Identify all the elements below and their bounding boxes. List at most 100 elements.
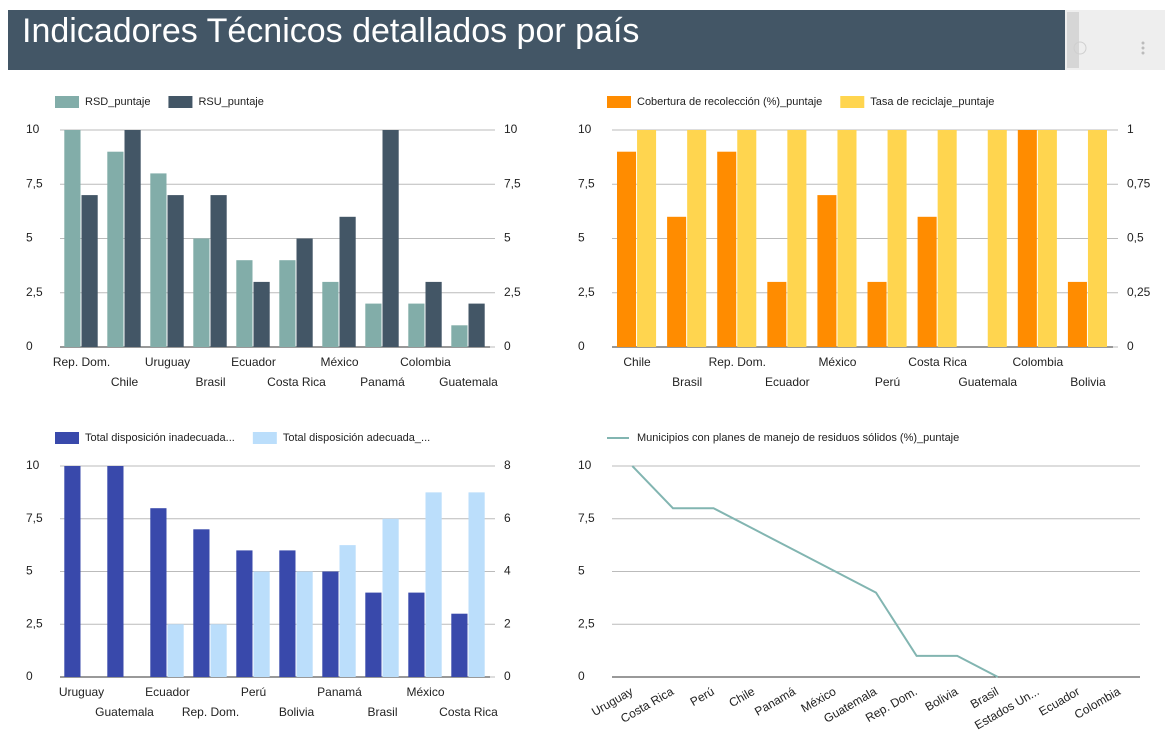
- x-tick-label: Brasil: [672, 375, 702, 389]
- page-title: Indicadores Técnicos detallados por país: [22, 12, 639, 50]
- y-tick-label: 7,5: [578, 176, 595, 190]
- y-tick-label: 10: [578, 122, 592, 136]
- bar: [253, 281, 270, 347]
- y2-tick-label: 0,5: [1127, 231, 1144, 245]
- menu-dot[interactable]: [1141, 41, 1145, 45]
- bar: [193, 238, 210, 347]
- legend-swatch: [168, 96, 193, 108]
- bar: [279, 260, 296, 347]
- bar: [64, 466, 81, 677]
- x-tick-label: Chile: [111, 375, 139, 389]
- y2-tick-label: 4: [504, 564, 511, 578]
- x-tick-label: Bolivia: [923, 684, 961, 714]
- bar: [667, 216, 687, 347]
- legend-swatch: [55, 432, 79, 444]
- bar: [296, 238, 313, 347]
- x-tick-label: Ecuador: [231, 355, 276, 369]
- menu-dot: [1141, 51, 1145, 55]
- y-tick-label: 10: [26, 458, 40, 472]
- bar: [1087, 130, 1107, 347]
- x-tick-label: Bolivia: [1070, 375, 1106, 389]
- x-tick-label: Bolivia: [279, 705, 315, 719]
- bar: [408, 303, 425, 347]
- bar: [687, 130, 707, 347]
- bar: [365, 303, 382, 347]
- x-tick-label: Guatemala: [95, 705, 154, 719]
- y2-tick-label: 0,25: [1127, 285, 1151, 299]
- y-tick-label: 10: [578, 458, 592, 472]
- bar: [887, 130, 907, 347]
- x-tick-label: México: [320, 355, 358, 369]
- legend-label: RSU_puntaje: [198, 96, 263, 108]
- bar: [167, 195, 184, 347]
- x-tick-label: Colombia: [400, 355, 451, 369]
- y-tick-label: 2,5: [578, 285, 595, 299]
- y2-tick-label: 10: [504, 122, 518, 136]
- y2-tick-label: 0: [504, 669, 511, 683]
- legend-swatch: [607, 96, 631, 108]
- bar: [107, 151, 124, 347]
- legend-swatch: [55, 96, 79, 108]
- bar: [210, 624, 227, 677]
- bar: [468, 492, 485, 677]
- bar: [408, 592, 425, 677]
- bar: [1037, 130, 1057, 347]
- bar: [937, 130, 957, 347]
- toolbar-edge: [1067, 12, 1079, 68]
- bar: [617, 151, 637, 347]
- y2-tick-label: 8: [504, 458, 511, 472]
- x-tick-label: Ecuador: [145, 685, 190, 699]
- x-tick-label: Uruguay: [59, 685, 104, 699]
- y-tick-label: 5: [26, 231, 33, 245]
- bar: [150, 173, 167, 347]
- x-tick-label: Brasil: [195, 375, 225, 389]
- bar: [124, 130, 141, 347]
- star-icon[interactable]: [1073, 41, 1087, 55]
- bar: [81, 195, 98, 347]
- bar: [193, 529, 210, 677]
- y2-tick-label: 6: [504, 511, 511, 525]
- y-tick-label: 2,5: [578, 616, 595, 630]
- y-tick-label: 0: [26, 669, 33, 683]
- bar: [365, 592, 382, 677]
- y2-tick-label: 5: [504, 231, 511, 245]
- x-tick-label: Panamá: [752, 684, 798, 719]
- x-tick-label: Ecuador: [765, 375, 810, 389]
- bar: [451, 613, 468, 677]
- toolbar: [1065, 10, 1165, 70]
- bar: [717, 151, 737, 347]
- x-tick-label: México: [406, 685, 444, 699]
- bar: [167, 624, 184, 677]
- y-tick-label: 10: [26, 122, 40, 136]
- y-tick-label: 7,5: [26, 511, 43, 525]
- x-tick-label: Costa Rica: [439, 705, 498, 719]
- x-tick-label: México: [818, 355, 856, 369]
- y2-tick-label: 2,5: [504, 285, 521, 299]
- bar: [150, 508, 167, 677]
- bar: [296, 571, 313, 677]
- x-tick-label: Guatemala: [439, 375, 498, 389]
- x-tick-label: Perú: [875, 375, 900, 389]
- y-tick-label: 2,5: [26, 616, 43, 630]
- y-tick-label: 7,5: [578, 511, 595, 525]
- bar: [210, 195, 227, 347]
- menu-dot: [1141, 46, 1145, 50]
- legend-label: Municipios con planes de manejo de resid…: [637, 432, 959, 444]
- y-tick-label: 0: [578, 669, 585, 683]
- header-bar: [8, 10, 1065, 70]
- bar: [339, 216, 356, 347]
- x-tick-label: Costa Rica: [908, 355, 967, 369]
- bar: [382, 130, 399, 347]
- bar: [468, 303, 485, 347]
- bar: [767, 281, 787, 347]
- bar: [987, 130, 1007, 347]
- line: [631, 465, 999, 678]
- bar: [917, 216, 937, 347]
- y-tick-label: 5: [26, 564, 33, 578]
- bar: [451, 325, 468, 347]
- bar: [637, 130, 657, 347]
- bar: [1067, 281, 1087, 347]
- y2-tick-label: 0,75: [1127, 176, 1151, 190]
- x-tick-label: Rep. Dom.: [709, 355, 766, 369]
